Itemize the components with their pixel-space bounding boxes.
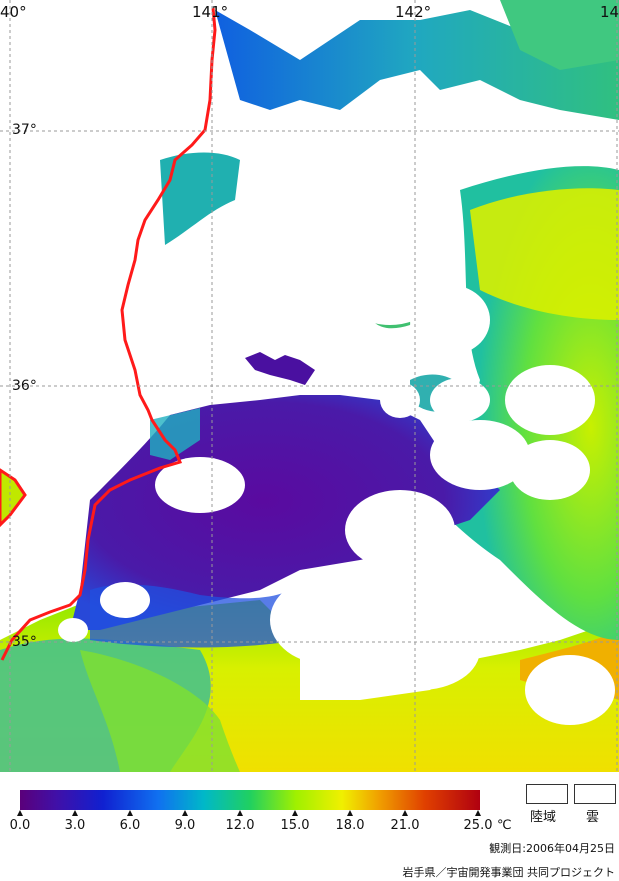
sea-north-strip xyxy=(160,152,240,245)
land-west-fragment xyxy=(0,468,27,528)
cloud-key-swatch xyxy=(574,784,616,804)
sea-surface-temperature-map: 40° 141° 142° 14 37° 36° 35° xyxy=(0,0,619,772)
lon-label-141: 141° xyxy=(192,3,228,21)
scale-tick-label: 18.0 xyxy=(335,818,365,833)
observation-date: 観測日:2006年04月25日 xyxy=(489,842,615,855)
lon-label-143: 14 xyxy=(600,3,619,21)
lon-label-140: 40° xyxy=(0,3,27,21)
graticule xyxy=(0,0,619,772)
sea-cyan-cold-edge xyxy=(150,408,200,460)
scale-tick-label: 25.0 xyxy=(463,818,493,833)
sea-yellow-east xyxy=(470,188,619,320)
land-key-swatch xyxy=(526,784,568,804)
land-key-label: 陸域 xyxy=(530,810,557,825)
cloud-patches xyxy=(58,215,615,725)
scale-tick-label: 0.0 xyxy=(9,818,31,833)
unit-label: ℃ xyxy=(497,818,512,833)
coastline xyxy=(0,7,217,661)
scale-tick-label: 21.0 xyxy=(390,818,420,833)
scale-tick-marks xyxy=(17,810,481,816)
scale-tick-label: 3.0 xyxy=(64,818,86,833)
sea-green-south-band xyxy=(80,650,240,772)
scale-tick-label: 6.0 xyxy=(119,818,141,833)
credit-text: 岩手県／宇宙開発事業団 共同プロジェクト xyxy=(402,866,616,879)
sea-ne-green xyxy=(500,0,619,70)
lon-label-142: 142° xyxy=(395,3,431,21)
lat-label-36: 36° xyxy=(12,378,37,394)
cloud-key-label: 雲 xyxy=(586,810,600,825)
sea-cold-northern-tail xyxy=(245,352,315,385)
temperature-legend xyxy=(17,790,481,816)
scale-tick-label: 15.0 xyxy=(280,818,310,833)
lat-label-35: 35° xyxy=(12,634,37,650)
color-scale-bar xyxy=(20,790,480,810)
scale-tick-label: 9.0 xyxy=(174,818,196,833)
scale-tick-label: 12.0 xyxy=(225,818,255,833)
lat-label-37: 37° xyxy=(12,122,37,138)
